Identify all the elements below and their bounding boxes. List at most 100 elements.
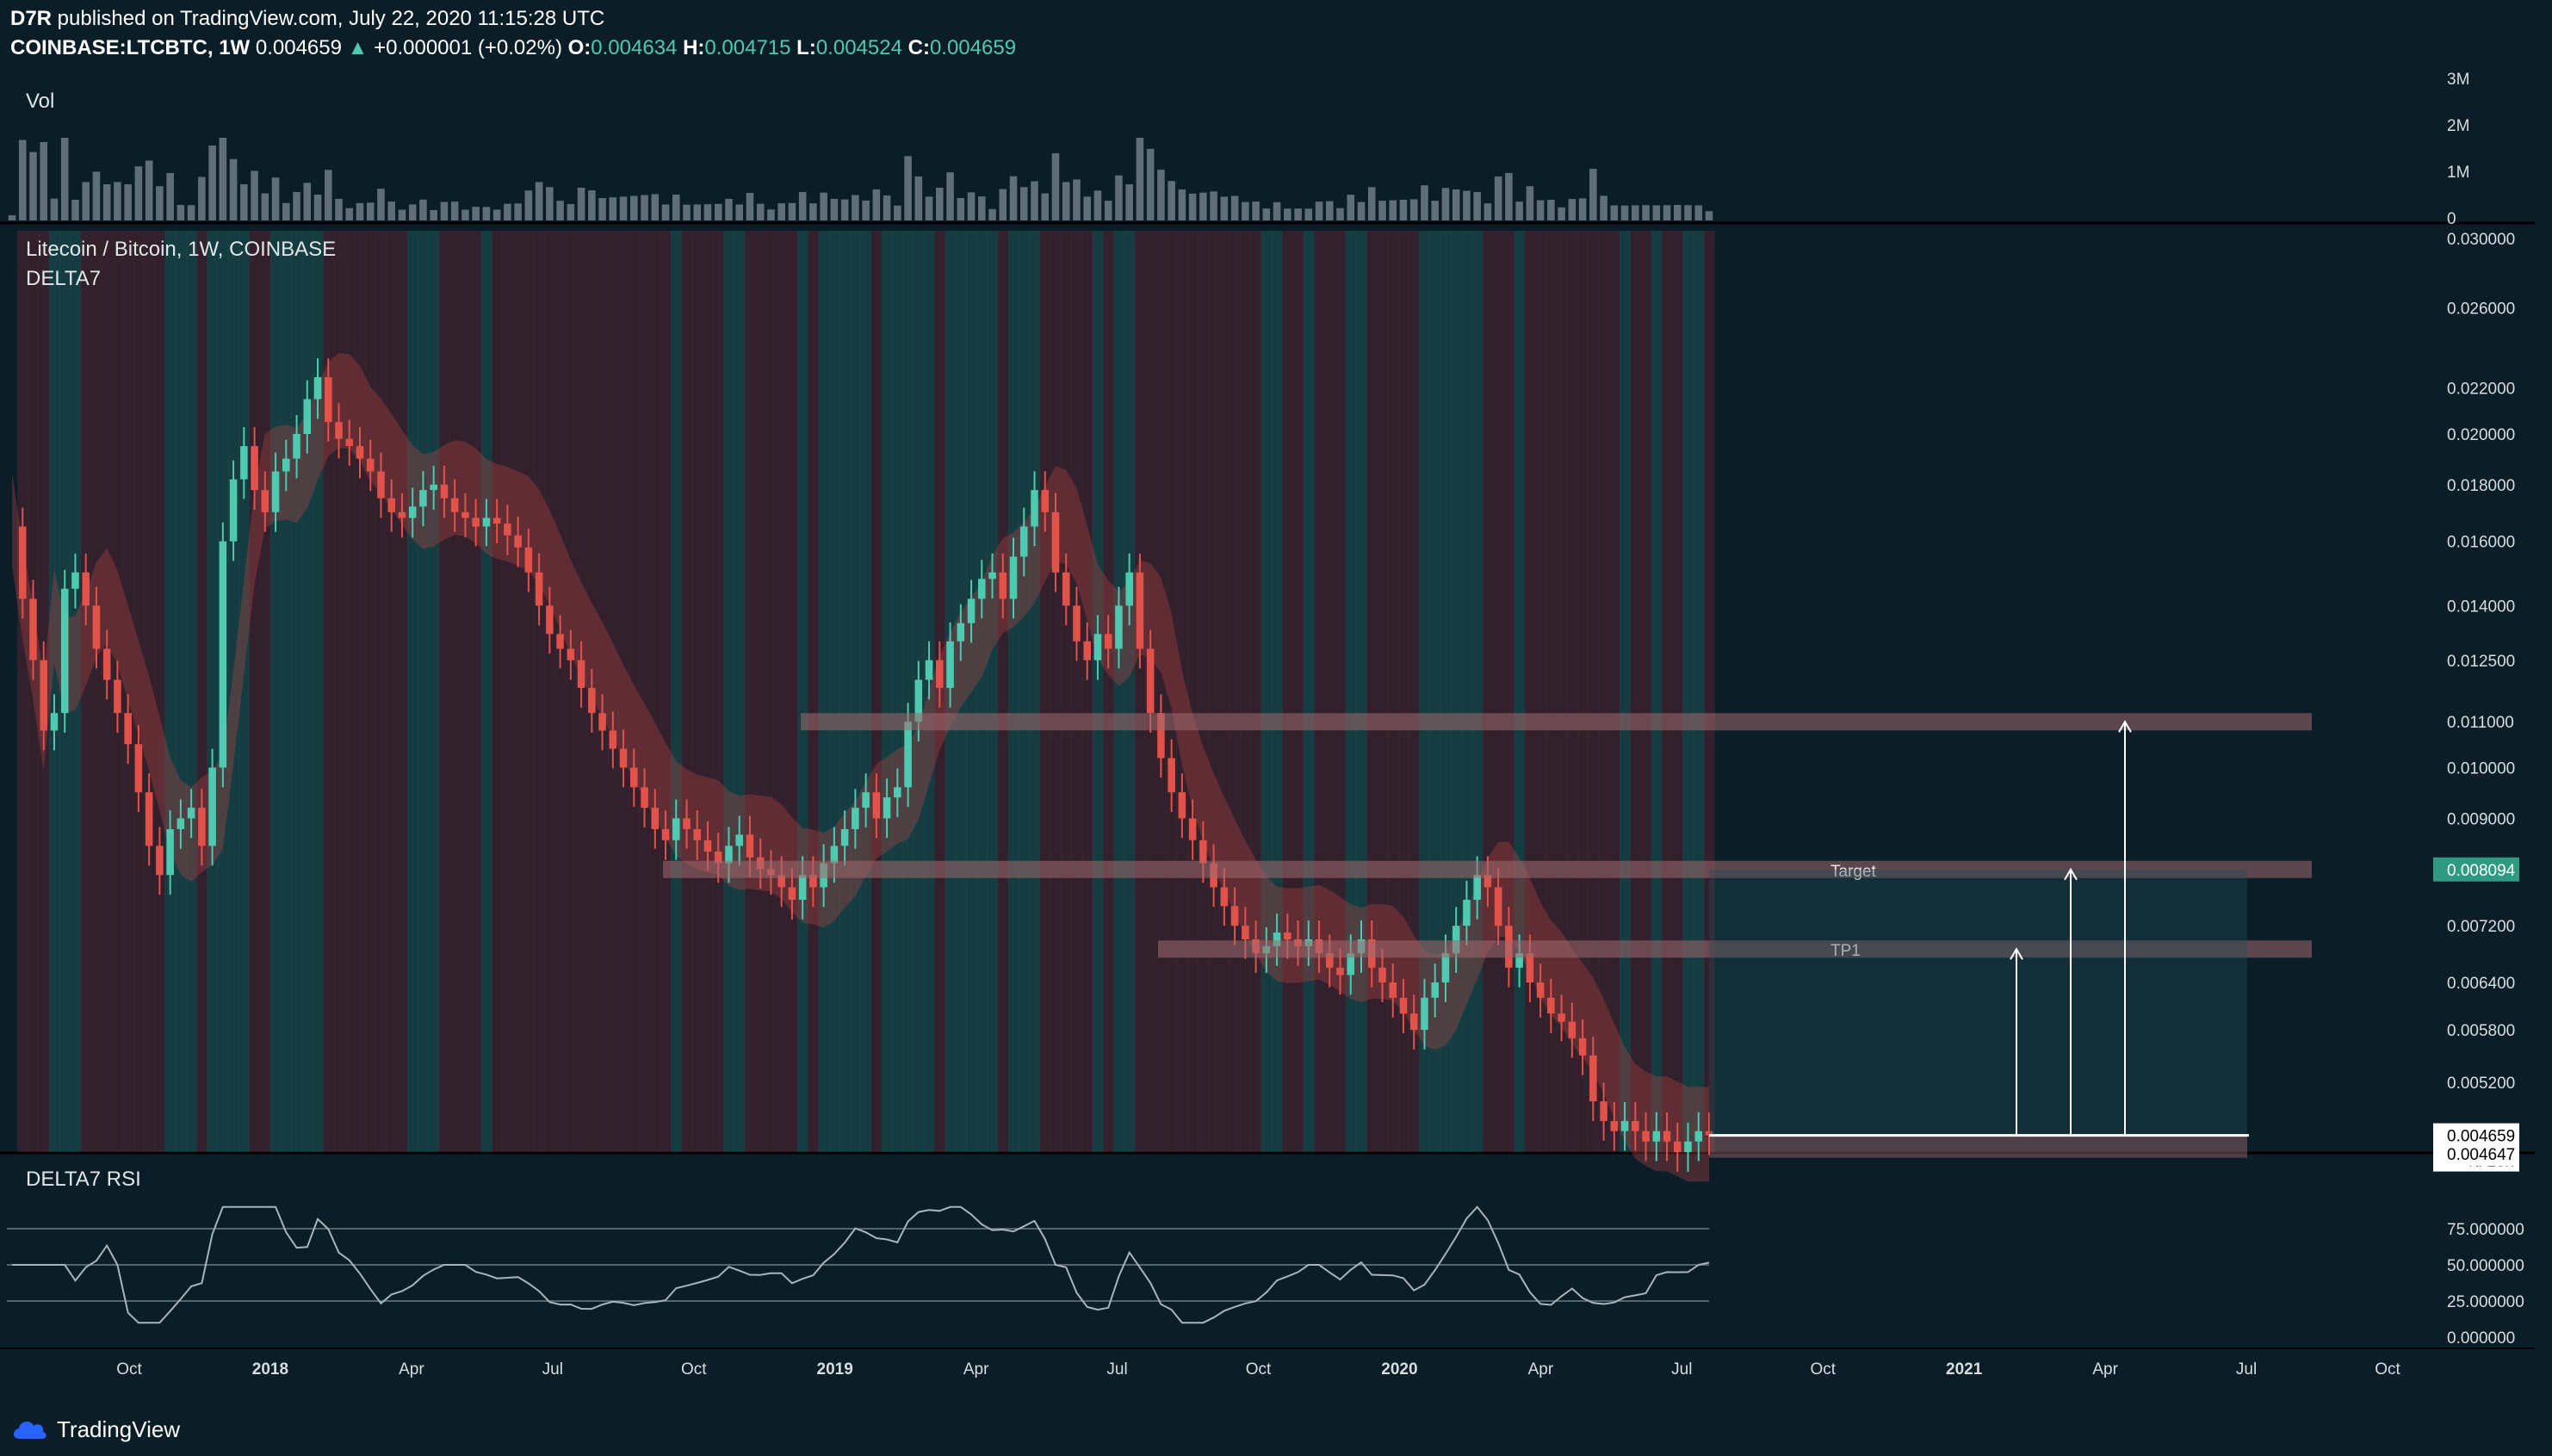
- trend-zone: [1524, 231, 1536, 1152]
- candle-body: [546, 605, 554, 635]
- candle-body: [1009, 556, 1018, 599]
- volume-bar: [261, 193, 269, 220]
- symbol-name[interactable]: COINBASE:LTCBTC, 1W: [10, 36, 251, 59]
- projection-box: [1709, 869, 2247, 1136]
- candle-body: [1463, 899, 1471, 926]
- time-tick-label: Jul: [2236, 1360, 2257, 1379]
- volume-bar: [1367, 187, 1376, 220]
- candle-body: [872, 792, 881, 819]
- trend-zone: [133, 231, 145, 1152]
- candle-body: [788, 887, 796, 900]
- candle-body: [208, 767, 216, 846]
- rsi-panel-title[interactable]: DELTA7 RSI: [26, 1168, 141, 1191]
- last-price-tag: 0.004659: [2447, 1128, 2515, 1146]
- author-name[interactable]: D7R: [10, 7, 53, 30]
- candle-body: [1242, 926, 1249, 939]
- rsi-tick-label: 0.000000: [2447, 1329, 2515, 1348]
- price-tick-label: 0.007200: [2447, 918, 2515, 936]
- trend-zone: [660, 231, 672, 1152]
- volume-bar: [788, 202, 796, 220]
- trend-zone: [470, 231, 482, 1152]
- volume-bar: [1505, 172, 1513, 220]
- trend-zone: [544, 231, 556, 1152]
- rsi-line: [12, 1205, 1710, 1324]
- volume-bar: [102, 184, 111, 220]
- volume-bar: [1632, 205, 1639, 220]
- volume-bar: [1104, 201, 1112, 220]
- volume-bar: [598, 198, 606, 220]
- candle-body: [1568, 1021, 1576, 1038]
- trend-zone: [881, 231, 893, 1152]
- trend-zone: [1440, 231, 1452, 1152]
- candle-body: [735, 834, 743, 846]
- publish-info: D7R published on TradingView.com, July 2…: [10, 7, 604, 31]
- volume-bar: [1242, 201, 1249, 220]
- volume-bar: [1146, 148, 1155, 220]
- trend-zone: [1240, 231, 1252, 1152]
- volume-bar: [872, 189, 881, 220]
- candle-body: [1230, 906, 1239, 926]
- trend-zone: [808, 231, 820, 1152]
- candle-body: [92, 605, 101, 649]
- volume-bar: [798, 192, 807, 220]
- trend-zone: [1651, 231, 1663, 1152]
- volume-bar: [1336, 208, 1344, 220]
- volume-bar: [492, 209, 501, 220]
- volume-bar: [335, 198, 343, 220]
- candle-body: [1494, 887, 1502, 926]
- close-label: C:: [907, 36, 930, 59]
- trend-zone: [407, 231, 418, 1152]
- trend-zone: [1229, 231, 1241, 1152]
- volume-bar: [1705, 211, 1713, 220]
- trend-zone: [565, 231, 577, 1152]
- candle-body: [335, 422, 343, 439]
- volume-bar: [567, 204, 575, 220]
- volume-bar: [1210, 191, 1217, 220]
- tradingview-logo[interactable]: TradingView: [10, 1414, 180, 1445]
- time-tick-label: 2018: [252, 1360, 288, 1379]
- trend-zone: [1493, 231, 1504, 1152]
- candle-body: [1073, 605, 1081, 641]
- trend-zone: [1187, 231, 1199, 1152]
- high-value: 0.004715: [704, 36, 791, 59]
- price-tick-label: 0.014000: [2447, 598, 2515, 616]
- trend-zone: [639, 231, 651, 1152]
- volume-bar: [1325, 201, 1334, 220]
- trend-zone: [1640, 231, 1652, 1152]
- volume-bar: [187, 205, 195, 220]
- trend-zone: [892, 231, 904, 1152]
- volume-bar: [577, 187, 585, 220]
- trend-zone: [227, 231, 239, 1152]
- arrow-head: [2118, 720, 2132, 733]
- candle-body: [852, 808, 859, 829]
- volume-panel-title[interactable]: Vol: [26, 90, 55, 113]
- change-up-icon: ▲: [347, 36, 369, 59]
- volume-bar: [1378, 201, 1386, 220]
- trend-zone: [301, 231, 313, 1152]
- indicator-title[interactable]: DELTA7: [26, 267, 102, 290]
- trend-zone: [776, 231, 788, 1152]
- candle-body: [1389, 982, 1397, 998]
- candle-body: [1157, 713, 1165, 759]
- candle-body: [50, 713, 59, 731]
- trend-zone: [955, 231, 967, 1152]
- candle-body: [567, 648, 575, 660]
- candle-body: [693, 828, 702, 840]
- trend-zone: [1409, 231, 1420, 1152]
- trend-zone: [365, 231, 376, 1152]
- trend-zone: [164, 231, 177, 1152]
- trend-zone: [765, 231, 777, 1152]
- volume-bar: [8, 215, 16, 220]
- trend-zone: [681, 231, 693, 1152]
- volume-bar: [1262, 208, 1271, 220]
- volume-bar: [29, 152, 37, 220]
- candle-body: [1347, 953, 1355, 976]
- volume-bar: [925, 196, 933, 220]
- candle-body: [1473, 875, 1481, 900]
- open-value: 0.004634: [591, 36, 678, 59]
- candle-body: [1284, 932, 1291, 939]
- candle-body: [240, 446, 248, 480]
- candle-body: [630, 767, 638, 788]
- candle-body: [324, 377, 332, 423]
